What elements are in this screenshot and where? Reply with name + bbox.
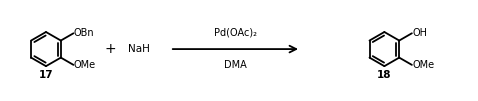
Text: 17: 17 xyxy=(39,70,53,80)
Text: OMe: OMe xyxy=(413,60,435,70)
Text: OMe: OMe xyxy=(74,60,96,70)
Text: OH: OH xyxy=(413,28,427,38)
Text: NaH: NaH xyxy=(128,44,150,54)
Text: 18: 18 xyxy=(377,70,391,80)
Text: +: + xyxy=(105,42,116,56)
Text: OBn: OBn xyxy=(74,28,95,38)
Text: DMA: DMA xyxy=(224,59,247,69)
Text: Pd(OAc)₂: Pd(OAc)₂ xyxy=(214,27,257,37)
